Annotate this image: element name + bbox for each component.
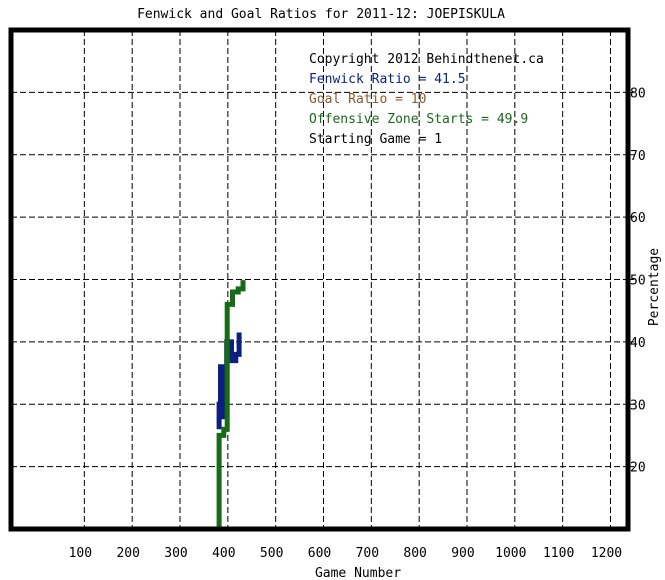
series-line-1 <box>216 280 246 529</box>
y-tick-label: 40 <box>630 336 646 351</box>
x-tick-label: 1200 <box>591 546 622 561</box>
x-tick-label: 400 <box>212 546 235 561</box>
y-tick-label: 20 <box>630 461 646 476</box>
legend-annotations: Copyright 2012 Behindthenet.ca Fenwick Ra… <box>309 52 544 147</box>
y-tick-label: 80 <box>630 86 646 101</box>
y-tick-label: 50 <box>630 274 646 289</box>
x-axis-ticks: 100 200 300 400 500 600 700 800 900 1000 1100 1200 <box>69 546 623 561</box>
x-tick-label: 700 <box>356 546 379 561</box>
x-tick-label: 800 <box>403 546 426 561</box>
series-layer <box>216 280 246 529</box>
annotation-text: Goal Ratio = 10 <box>309 92 426 107</box>
chart-title: Fenwick and Goal Ratios for 2011-12: JOE… <box>137 7 505 22</box>
annotation-text: Starting Game = 1 <box>309 132 442 147</box>
y-tick-label: 70 <box>630 149 646 164</box>
y-axis-ticks: 20 30 40 50 60 70 80 <box>628 86 646 476</box>
x-tick-label: 1100 <box>543 546 574 561</box>
x-tick-label: 200 <box>116 546 139 561</box>
x-tick-label: 900 <box>451 546 474 561</box>
x-axis-label: Game Number <box>315 566 401 580</box>
x-tick-label: 600 <box>308 546 331 561</box>
annotation-text: Copyright 2012 Behindthenet.ca <box>309 52 544 67</box>
y-axis-label: Percentage <box>647 248 662 326</box>
grid-lines <box>11 30 628 529</box>
annotation-text: Fenwick Ratio = 41.5 <box>309 72 466 87</box>
annotation-text: Offensive Zone Starts = 49.9 <box>309 112 528 127</box>
y-tick-label: 30 <box>630 398 646 413</box>
x-tick-label: 300 <box>164 546 187 561</box>
x-tick-label: 100 <box>69 546 92 561</box>
x-tick-label: 500 <box>260 546 283 561</box>
x-tick-label: 1000 <box>495 546 526 561</box>
y-tick-label: 60 <box>630 211 646 226</box>
